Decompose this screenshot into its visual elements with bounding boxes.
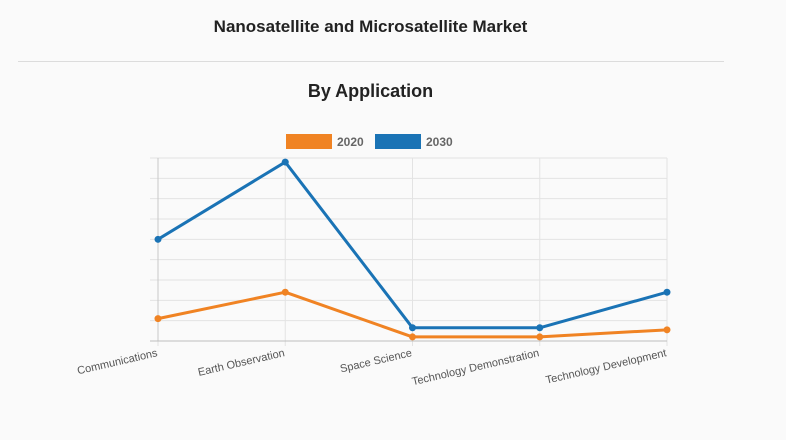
chart-title: By Application (307, 81, 434, 101)
chart-legend[interactable]: 2020 2030 (286, 134, 453, 149)
x-tick-label: Technology Development (545, 347, 668, 386)
data-point-2020[interactable] (281, 288, 289, 296)
chart-axes (150, 158, 667, 342)
x-tick-label: Space Science (339, 347, 413, 375)
data-point-2030[interactable] (154, 235, 162, 243)
data-point-2020[interactable] (409, 333, 416, 341)
data-point-2030[interactable] (536, 324, 544, 332)
x-tick-label: Earth Observation (197, 347, 286, 379)
data-point-2020[interactable] (154, 315, 162, 323)
legend-label-2020[interactable]: 2020 (337, 135, 364, 149)
legend-label-2030[interactable]: 2030 (426, 135, 453, 149)
data-point-2020[interactable] (536, 333, 544, 341)
x-tick-label: Technology Demonstration (411, 347, 541, 388)
chart-grid (150, 157, 668, 346)
legend-swatch-2030[interactable] (375, 134, 421, 149)
chart-series (154, 158, 671, 341)
data-point-2030[interactable] (281, 158, 289, 166)
x-tick-label: Communications (76, 347, 159, 377)
header-divider (18, 61, 724, 62)
x-tick-labels: Communications Earth Observation Space Sci… (76, 347, 668, 388)
page-title: Nanosatellite and Microsatellite Market (213, 17, 528, 36)
data-point-2030[interactable] (409, 324, 416, 332)
data-point-2020[interactable] (663, 326, 671, 334)
legend-swatch-2020[interactable] (286, 134, 332, 149)
data-point-2030[interactable] (663, 288, 671, 296)
